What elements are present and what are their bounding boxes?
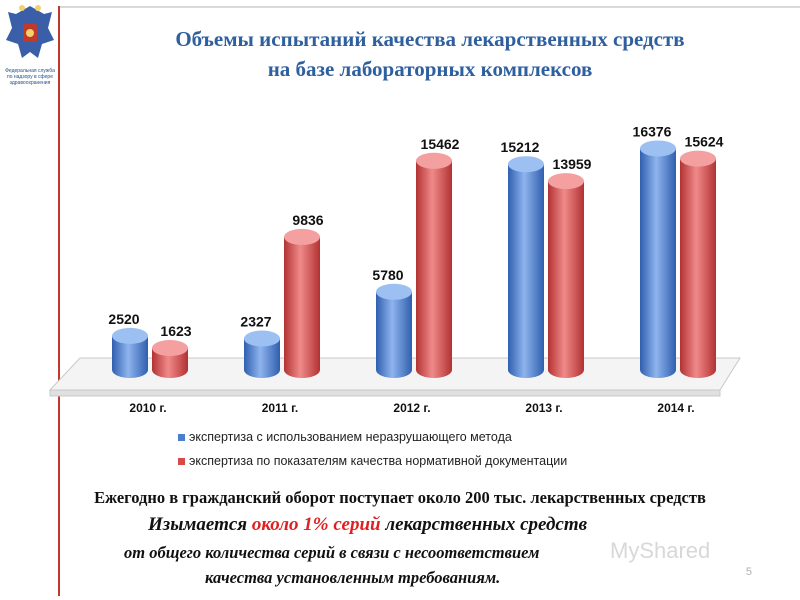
emblem-caption-line: Федеральная служба bbox=[5, 68, 55, 74]
legend-swatch-red bbox=[178, 458, 185, 466]
note-annual-circulation: Ежегодно в гражданский оборот поступает … bbox=[94, 488, 706, 507]
x-tick-label: 2010 г. bbox=[129, 401, 166, 415]
legend-item-blue: экспертиза с использованием неразрушающе… bbox=[178, 430, 512, 444]
bar-top-blue bbox=[508, 156, 544, 173]
note-withdrawn-pre: Изымается bbox=[148, 514, 252, 535]
bar-top-red bbox=[548, 173, 584, 190]
data-label-blue: 5780 bbox=[372, 267, 403, 283]
bar-top-red bbox=[680, 150, 716, 167]
note-total-series: от общего количества серий в связи с нес… bbox=[124, 543, 540, 562]
data-label-blue: 2520 bbox=[108, 311, 139, 327]
data-label-red: 1623 bbox=[160, 323, 191, 339]
emblem-caption-line: здравоохранения bbox=[9, 80, 51, 86]
bar-red bbox=[680, 158, 716, 378]
data-label-blue: 2327 bbox=[240, 314, 271, 330]
top-rule bbox=[60, 6, 800, 8]
data-label-red: 13959 bbox=[553, 156, 592, 172]
bar-blue bbox=[640, 148, 676, 378]
data-label-blue: 15212 bbox=[501, 139, 540, 155]
bar-red bbox=[416, 160, 452, 378]
legend-swatch-blue bbox=[178, 434, 185, 442]
slide-title-line-1: Объемы испытаний качества лекарственных … bbox=[175, 27, 685, 51]
accent-divider bbox=[58, 6, 60, 596]
chart-floor-edge bbox=[49, 389, 721, 397]
bar-top-blue bbox=[244, 330, 280, 347]
data-label-red: 15624 bbox=[685, 134, 724, 150]
bar-red bbox=[152, 348, 188, 378]
legend-label-red: экспертиза по показателям качества норма… bbox=[189, 454, 568, 468]
bar-blue bbox=[376, 291, 412, 378]
bar-red bbox=[548, 181, 584, 378]
note-withdrawn-highlight: около 1% серий bbox=[251, 514, 381, 535]
bar-top-blue bbox=[376, 283, 412, 300]
x-tick-label: 2011 г. bbox=[262, 401, 299, 415]
note-requirements: качества установленным требованиям. bbox=[205, 568, 501, 587]
bar-chart: 2520 1623 2010 г. 2327 9836 2011 г. 5780 15462 2… bbox=[48, 123, 741, 415]
watermark: MyShared bbox=[610, 538, 711, 563]
bar-top-red bbox=[284, 228, 320, 245]
slide-title-line-2: на базе лабораторных комплексов bbox=[267, 57, 593, 81]
bar-top-red bbox=[152, 340, 188, 357]
data-label-blue: 16376 bbox=[633, 123, 672, 139]
page-number: 5 bbox=[745, 566, 752, 578]
slide-title: Объемы испытаний качества лекарственных … bbox=[70, 24, 790, 84]
x-tick-label: 2014 г. bbox=[657, 401, 694, 415]
bar-red bbox=[284, 236, 320, 378]
legend-label-blue: экспертиза с использованием неразрушающе… bbox=[189, 430, 512, 444]
bar-top-red bbox=[416, 152, 452, 169]
legend-item-red: экспертиза по показателям качества норма… bbox=[178, 454, 567, 468]
emblem-caption: Федеральная служба по надзору в сфере зд… bbox=[0, 68, 60, 86]
x-tick-label: 2013 г. bbox=[525, 401, 562, 415]
bar-top-blue bbox=[112, 327, 148, 344]
emblem-caption-line: по надзору в сфере bbox=[7, 74, 53, 80]
data-label-red: 9836 bbox=[292, 212, 323, 228]
x-tick-label: 2012 г. bbox=[393, 401, 430, 415]
bar-top-blue bbox=[640, 140, 676, 157]
note-withdrawn-post: лекарственных средств bbox=[380, 514, 588, 535]
bar-blue bbox=[244, 338, 280, 378]
emblem-icon bbox=[6, 5, 54, 58]
note-withdrawn: Изымается около 1% серий лекарственных с… bbox=[148, 514, 587, 536]
bar-blue bbox=[508, 164, 544, 378]
bar-blue bbox=[112, 335, 148, 378]
data-label-red: 15462 bbox=[421, 136, 460, 152]
